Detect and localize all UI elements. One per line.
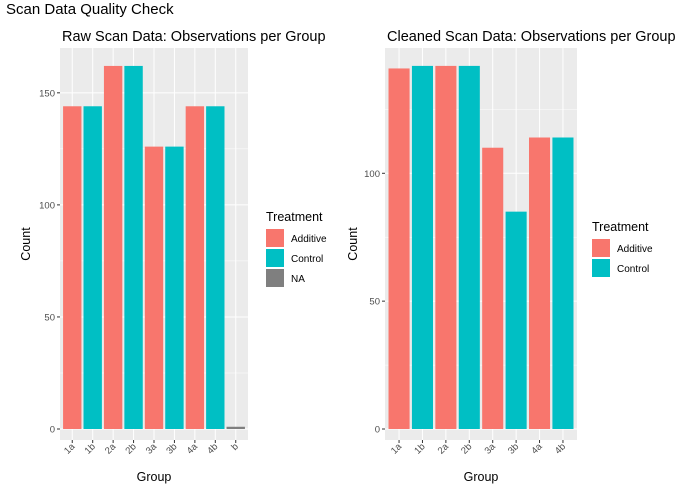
chart2-bar-2b bbox=[458, 65, 480, 430]
chart1-legend-title: Treatment bbox=[266, 210, 323, 224]
chart1-bar-2b bbox=[124, 65, 143, 429]
chart1-legend-key-additive bbox=[266, 229, 284, 247]
chart1-bar-3b bbox=[165, 146, 184, 430]
chart2-title: Cleaned Scan Data: Observations per Grou… bbox=[387, 29, 676, 45]
chart2-legend-key-additive bbox=[592, 239, 610, 257]
chart1-bar-b bbox=[226, 426, 245, 429]
chart2-x-axis-label: Group bbox=[464, 470, 499, 484]
chart1-bar-1a bbox=[63, 106, 82, 429]
chart2-bar-3a bbox=[482, 147, 504, 429]
chart1-x-axis-label: Group bbox=[137, 470, 172, 484]
chart2-xtick-label: 4b bbox=[553, 441, 568, 456]
figure-title: Scan Data Quality Check bbox=[6, 1, 174, 18]
chart1-bar-4a bbox=[185, 106, 205, 429]
chart1-xtick-label: 2a bbox=[103, 441, 119, 457]
chart1-ytick-label: 50 bbox=[44, 312, 55, 323]
chart2-bar-4b bbox=[552, 137, 574, 429]
chart1-bar-2a bbox=[103, 65, 123, 429]
chart1-xtick-label: 2b bbox=[123, 441, 138, 456]
chart2-ytick-label: 100 bbox=[364, 169, 380, 180]
chart1-xtick-label: 3a bbox=[144, 441, 160, 457]
chart2-legend-key-control bbox=[592, 259, 610, 277]
chart1-xtick-label: 1a bbox=[62, 441, 78, 457]
chart2-y-axis-label: Count bbox=[346, 227, 360, 261]
chart2-bar-2a bbox=[435, 65, 457, 430]
chart1-ytick-label: 0 bbox=[50, 425, 55, 436]
chart1-bar-3a bbox=[144, 146, 164, 430]
chart2-legend-label-control: Control bbox=[617, 264, 649, 275]
chart1-xtick-label: 4b bbox=[205, 441, 220, 456]
chart2-bar-3b bbox=[505, 211, 527, 429]
chart2-legend-title: Treatment bbox=[592, 220, 649, 234]
chart2-xtick-label: 1a bbox=[389, 441, 405, 457]
chart1-legend-key-control bbox=[266, 249, 284, 267]
chart2-xtick-label: 3b bbox=[506, 441, 521, 456]
chart1-xtick-label: 3b bbox=[164, 441, 179, 456]
chart2-ytick-label: 0 bbox=[375, 425, 380, 436]
chart1-bar-1b bbox=[83, 106, 102, 429]
chart1-xtick-label: b bbox=[229, 441, 241, 453]
chart1-xtick-label: 1b bbox=[83, 441, 98, 456]
chart2-xtick-label: 2b bbox=[459, 441, 474, 456]
chart2-bar-4a bbox=[529, 137, 551, 429]
chart2-xtick-label: 4a bbox=[529, 441, 545, 457]
chart1-legend-label-control: Control bbox=[291, 254, 323, 265]
chart1-bar-4b bbox=[206, 106, 225, 429]
chart2-bar-1a bbox=[388, 68, 410, 430]
chart1-legend-label-additive: Additive bbox=[291, 234, 327, 245]
chart2-legend-label-additive: Additive bbox=[617, 244, 653, 255]
chart1-ytick-label: 150 bbox=[39, 88, 55, 99]
chart1-legend-label-na: NA bbox=[291, 274, 305, 285]
chart2-bar-1b bbox=[411, 65, 433, 430]
chart1-y-axis-label: Count bbox=[19, 227, 33, 261]
chart2-xtick-label: 2a bbox=[436, 441, 452, 457]
chart1-title: Raw Scan Data: Observations per Group bbox=[62, 29, 326, 45]
chart2-xtick-label: 1b bbox=[412, 441, 427, 456]
chart1-legend-key-na bbox=[266, 269, 284, 287]
chart1-xtick-label: 4a bbox=[185, 441, 201, 457]
chart2-ytick-label: 50 bbox=[369, 297, 380, 308]
chart1-ytick-label: 100 bbox=[39, 200, 55, 211]
chart2-xtick-label: 3a bbox=[483, 441, 499, 457]
